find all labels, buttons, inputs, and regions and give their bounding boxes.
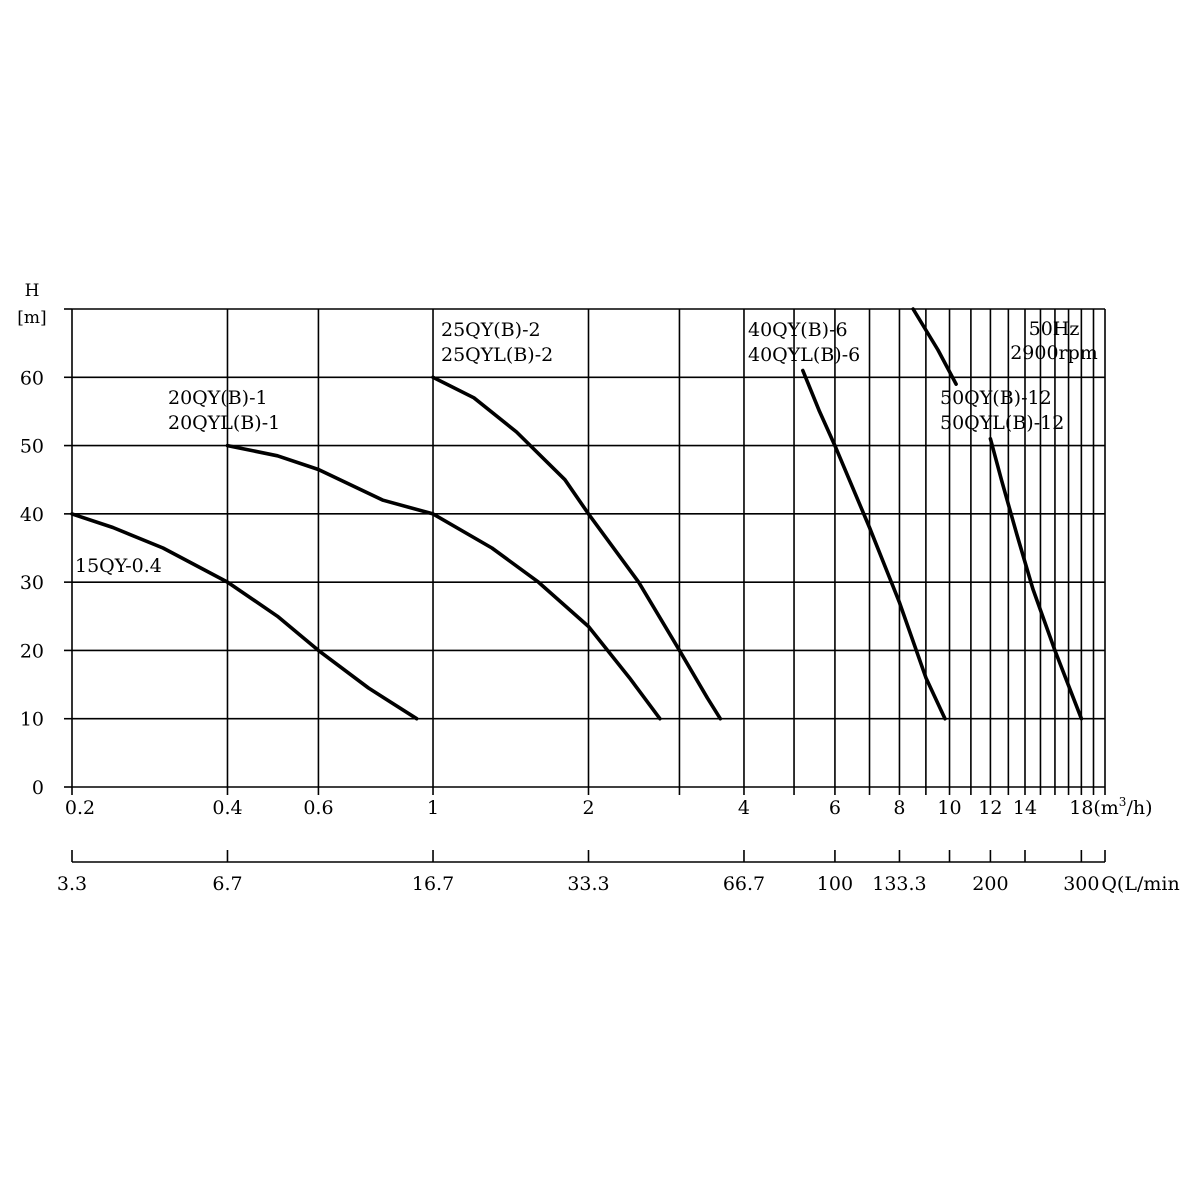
x2-axis-label: Q(L/min): [1101, 873, 1181, 895]
series-label: 15QY-0.4: [75, 555, 162, 577]
grid-lines: [71, 308, 1106, 788]
y-tick-label: 50: [20, 436, 44, 458]
y-tick-label: 40: [20, 504, 44, 526]
series-label: 50QY(B)-12: [940, 387, 1052, 409]
series-label: 40QY(B)-6: [748, 319, 848, 341]
y-tick-label: 10: [20, 709, 44, 731]
speed-label: 2900rpm: [1010, 342, 1098, 364]
x2-tick-label: 100: [817, 873, 853, 895]
series-label: 20QY(B)-1: [168, 387, 268, 409]
x-tick-label: 4: [738, 797, 750, 819]
series-label: 50QYL(B)-12: [940, 412, 1064, 434]
frequency-label: 50Hz: [1029, 318, 1080, 340]
x-tick-label: 0.2: [65, 797, 95, 819]
x-tick-label: 12: [978, 797, 1002, 819]
x-tick-label: 18: [1069, 797, 1093, 819]
x2-tick-label: 66.7: [723, 873, 765, 895]
series-line: [431, 375, 723, 721]
x-tick-label: 2: [582, 797, 594, 819]
x-tick-label: 0.4: [212, 797, 242, 819]
series-label: 25QYL(B)-2: [441, 344, 553, 366]
x-tick-label: 10: [937, 797, 961, 819]
x2-tick-label: 300: [1063, 873, 1099, 895]
x2-tick-label: 6.7: [212, 873, 242, 895]
series-line: [911, 307, 958, 386]
x2-tick-label: 3.3: [57, 873, 87, 895]
x-tick-label: 1: [427, 797, 439, 819]
x-tick-label: 6: [829, 797, 841, 819]
series-label: 20QYL(B)-1: [168, 412, 280, 434]
x2-tick-label: 16.7: [412, 873, 454, 895]
y-axis-unit-label: [m]: [17, 308, 46, 328]
series-line: [70, 512, 419, 721]
series-label: 25QY(B)-2: [441, 319, 541, 341]
y-axis-label: H: [25, 281, 40, 301]
x2-tick-label: 200: [972, 873, 1008, 895]
x-axis-unit-label: (m3/h): [1093, 795, 1152, 819]
y-tick-label: 0: [32, 777, 44, 799]
series-line: [988, 436, 1084, 721]
x2-tick-label: 133.3: [872, 873, 926, 895]
x2-tick-label: 33.3: [567, 873, 609, 895]
y-tick-label: 30: [20, 572, 44, 594]
series-line: [801, 368, 947, 721]
x-tick-label: 14: [1013, 797, 1037, 819]
x-tick-label: 8: [893, 797, 905, 819]
y-tick-label: 60: [20, 367, 44, 389]
series-line: [225, 443, 662, 721]
y-tick-label: 20: [20, 640, 44, 662]
performance-curves: [70, 307, 1084, 721]
x-tick-label: 0.6: [303, 797, 333, 819]
series-label: 40QYL(B)-6: [748, 344, 860, 366]
plot-frame: [64, 308, 1106, 863]
